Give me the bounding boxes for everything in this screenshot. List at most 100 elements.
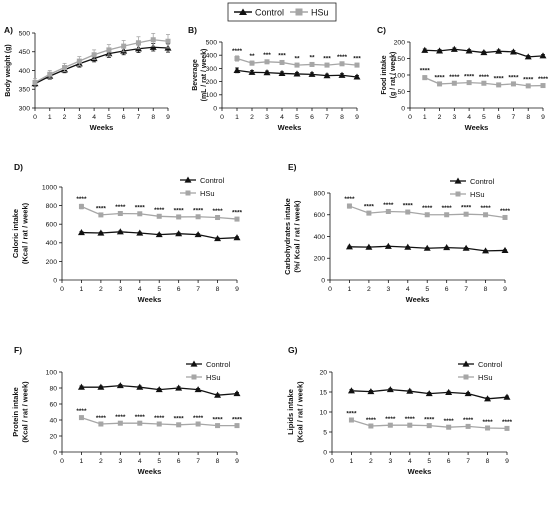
y-axis-label-line: (g / rat / week) [390, 52, 397, 99]
x-tick-label: 7 [196, 286, 200, 293]
x-tick-label: 3 [265, 114, 269, 121]
data-point-hsu [195, 421, 201, 427]
significance-annotation: **** [422, 205, 433, 212]
x-tick-label: 2 [367, 286, 371, 293]
y-axis-label-line: (Kcal / rat / week) [21, 202, 30, 264]
legend-hsu-label: HSu [311, 8, 329, 18]
data-point-control [149, 43, 157, 50]
x-tick-label: 3 [452, 114, 456, 121]
data-point-hsu [426, 423, 432, 429]
data-point-hsu [294, 62, 300, 68]
data-point-hsu [485, 425, 491, 431]
data-point-control [77, 383, 85, 390]
significance-annotation: **** [405, 416, 416, 423]
data-point-hsu [385, 208, 391, 214]
significance-annotation: *** [323, 55, 331, 62]
x-tick-label: 3 [388, 458, 392, 465]
series-control [233, 66, 361, 80]
y-axis-label-line: Protein intake [11, 387, 20, 437]
significance-annotation: **** [212, 416, 223, 423]
x-tick-label: 8 [484, 286, 488, 293]
panel-b-label: B) [188, 25, 197, 35]
x-tick-label: 7 [325, 114, 329, 121]
data-point-hsu [354, 62, 360, 68]
y-axis-label: Body weight (g) [5, 44, 12, 97]
panel-f: F) 0 1 2 3 4 5 6 7 8 9 0 20 40 60 80 100 Weeks Protein int… [11, 345, 243, 476]
x-tick-label: 0 [220, 114, 224, 121]
x-tick-label: 9 [166, 114, 170, 121]
x-tick-label: 8 [340, 114, 344, 121]
y-tick-label: 400 [19, 68, 31, 75]
x-tick-label: 5 [427, 458, 431, 465]
data-point-hsu [47, 71, 53, 77]
data-point-control [308, 70, 316, 77]
data-point-hsu [98, 421, 104, 427]
panel-a: A) 0 1 2 3 4 5 6 7 8 9 300 350 400 450 500 Weeks Body wei… [4, 25, 172, 132]
significance-annotation: **** [538, 76, 549, 83]
data-point-control [464, 390, 472, 397]
series-hsu-line [34, 39, 169, 84]
data-point-hsu [446, 424, 452, 430]
data-point-control [214, 391, 222, 398]
data-point-hsu [481, 80, 487, 86]
y-tick-label: 400 [206, 53, 218, 60]
y-axis-label-line: Lipids intake [286, 389, 295, 435]
data-point-hsu [324, 62, 330, 68]
data-point-control [323, 72, 331, 79]
data-point-hsu [215, 423, 221, 429]
y-tick-label: 200 [394, 39, 406, 46]
panel-a-label: A) [4, 25, 13, 35]
x-tick-label: 4 [467, 114, 471, 121]
significance-annotation: **** [344, 196, 355, 203]
series-hsu [234, 55, 360, 68]
y-axis-label-line: (Kcal / rat / week) [21, 381, 30, 443]
x-axis-label: Weeks [408, 467, 432, 476]
data-point-hsu [387, 422, 393, 428]
data-point-hsu [215, 215, 221, 221]
data-point-control [443, 244, 451, 251]
significance-annotation: **** [383, 202, 394, 209]
legend-control-marker [454, 177, 462, 184]
x-tick-label: 9 [541, 114, 545, 121]
significance-annotation: **** [232, 210, 243, 217]
significance-annotation: **** [76, 408, 87, 415]
x-tick-label: 2 [99, 286, 103, 293]
panel-c-label: C) [377, 25, 386, 35]
data-point-control [501, 246, 509, 253]
panel-f-label: F) [14, 345, 22, 355]
x-tick-label: 8 [486, 458, 490, 465]
data-point-hsu [249, 60, 255, 66]
x-tick-label: 7 [512, 114, 516, 121]
data-point-hsu [137, 420, 143, 426]
x-tick-label: 7 [137, 114, 141, 121]
panel-b: B) 0 1 2 3 4 5 6 7 8 9 0 100 200 300 400 500 Weeks Beverag… [188, 25, 361, 132]
x-tick-label: 6 [122, 114, 126, 121]
data-point-control [248, 68, 256, 75]
data-point-hsu [422, 75, 428, 81]
data-point-hsu [496, 82, 502, 88]
data-point-control [345, 243, 353, 250]
data-point-control [436, 47, 444, 54]
significance-annotation: **** [96, 415, 107, 422]
panel-f-legend: Control HSu [186, 360, 231, 382]
legend-hsu-marker [455, 191, 461, 197]
data-point-control [425, 390, 433, 397]
data-point-control [484, 395, 492, 402]
x-tick-label: 6 [447, 458, 451, 465]
x-tick-label: 0 [328, 286, 332, 293]
x-tick-label: 5 [482, 114, 486, 121]
data-point-hsu [234, 423, 240, 429]
y-axis-label: Protein intake(Kcal / rat / week) [11, 381, 30, 443]
x-tick-label: 8 [151, 114, 155, 121]
x-tick-label: 4 [280, 114, 284, 121]
data-point-hsu [368, 423, 374, 429]
series-control [77, 228, 241, 242]
y-axis-label-line: (Kcal / rat / week) [296, 381, 305, 443]
data-point-control [77, 229, 85, 236]
series-control [31, 43, 172, 88]
y-tick-label: 100 [46, 369, 58, 376]
x-tick-label: 3 [77, 114, 81, 121]
significance-annotation: **** [193, 207, 204, 214]
significance-annotation: **** [96, 206, 107, 213]
series-control [345, 242, 509, 254]
